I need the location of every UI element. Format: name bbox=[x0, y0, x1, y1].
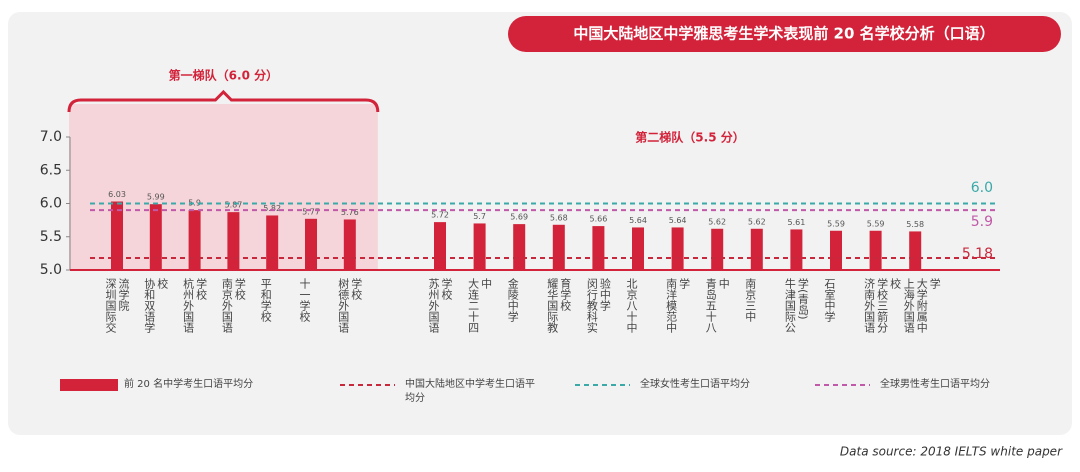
tier-label: 第一梯队（6.0 分） bbox=[169, 68, 278, 83]
value-label: 5.9 bbox=[188, 199, 201, 208]
bar bbox=[552, 224, 565, 270]
reference-label: 6.0 bbox=[971, 180, 993, 196]
reference-label: 5.9 bbox=[971, 214, 993, 230]
value-label: 5.66 bbox=[589, 215, 607, 224]
bar bbox=[671, 227, 684, 270]
x-tick-label: 协和双语学校 bbox=[142, 278, 169, 333]
y-tick-label: 7.0 bbox=[40, 129, 62, 145]
value-label: 5.62 bbox=[748, 217, 766, 226]
x-tick-label: 南京三中 bbox=[743, 278, 757, 322]
value-label: 6.03 bbox=[108, 190, 126, 199]
x-tick-label: 苏州外国语学校 bbox=[427, 278, 453, 333]
value-label: 5.68 bbox=[550, 213, 568, 222]
bar bbox=[305, 218, 317, 270]
reference-label: 5.18 bbox=[962, 246, 993, 262]
value-label: 5.64 bbox=[669, 216, 687, 225]
value-label: 5.64 bbox=[629, 216, 647, 225]
value-label: 5.87 bbox=[224, 201, 242, 210]
bar bbox=[434, 222, 446, 270]
x-tick-label: 大连二十四中 bbox=[466, 278, 493, 333]
value-label: 5.58 bbox=[906, 220, 924, 229]
x-tick-label: 闵行教科实验中学 bbox=[585, 278, 612, 333]
bar bbox=[111, 201, 123, 270]
tier-bracket bbox=[67, 89, 380, 113]
x-tick-label: 南洋模范中学 bbox=[664, 278, 691, 333]
y-tick-label: 6.5 bbox=[40, 162, 62, 178]
x-tick-label: 济南外国语学校三箭分校 bbox=[862, 278, 902, 333]
x-tick-label: 金陵中学 bbox=[506, 278, 520, 322]
value-label: 5.82 bbox=[263, 204, 281, 213]
x-tick-label: 耀华国际教育学校 bbox=[545, 278, 572, 333]
x-tick-label: 上海外国语大学附属中学 bbox=[902, 278, 942, 333]
value-label: 5.59 bbox=[867, 219, 885, 228]
legend-swatch bbox=[60, 379, 118, 391]
bar bbox=[266, 215, 279, 270]
chart-title: 中国大陆地区中学雅思考生学术表现前 20 名学校分析（口语） bbox=[573, 25, 994, 43]
bar bbox=[632, 227, 644, 270]
value-label: 5.59 bbox=[827, 219, 845, 228]
bar bbox=[188, 210, 201, 270]
y-tick-label: 6.0 bbox=[40, 196, 62, 212]
x-tick-label: 杭州外国语学校 bbox=[181, 278, 208, 333]
bar bbox=[513, 224, 526, 270]
value-label: 5.62 bbox=[708, 217, 726, 226]
bar bbox=[750, 228, 763, 270]
x-tick-label: 平和学校 bbox=[259, 278, 273, 322]
x-tick-label: 牛津国际公学(青岛) bbox=[783, 278, 810, 333]
bar bbox=[592, 226, 605, 270]
value-label: 5.77 bbox=[302, 207, 320, 216]
x-tick-label: 青岛五十八中 bbox=[704, 278, 731, 333]
bar bbox=[227, 212, 240, 270]
value-label: 5.72 bbox=[431, 211, 449, 220]
value-label: 5.99 bbox=[147, 193, 165, 202]
bar bbox=[790, 229, 803, 270]
value-label: 5.76 bbox=[341, 208, 359, 217]
bar bbox=[711, 228, 724, 270]
bar bbox=[830, 230, 842, 270]
bar bbox=[473, 223, 486, 270]
bar bbox=[149, 204, 162, 270]
title-pill bbox=[508, 16, 1061, 52]
bar bbox=[343, 219, 356, 270]
value-label: 5.7 bbox=[473, 212, 486, 221]
x-tick-label: 石室中学 bbox=[823, 278, 836, 322]
legend-label: 前 20 名中学考生口语平均分 bbox=[124, 379, 254, 390]
tier-label: 第二梯队（5.5 分） bbox=[635, 130, 744, 145]
value-label: 5.61 bbox=[787, 218, 805, 227]
value-label: 5.69 bbox=[510, 213, 528, 222]
y-tick-label: 5.5 bbox=[40, 229, 62, 245]
bar bbox=[869, 230, 882, 270]
bar bbox=[909, 231, 922, 270]
x-tick-label: 北京八十中 bbox=[625, 278, 638, 333]
x-tick-label: 南京外国语学校 bbox=[220, 278, 247, 333]
x-tick-label: 十一学校 bbox=[298, 278, 311, 322]
x-tick-label: 深圳国际交流学院 bbox=[104, 278, 130, 333]
legend-label: 中国大陆地区中学考生口语平均分 bbox=[405, 379, 535, 404]
legend-label: 全球女性考生口语平均分 bbox=[640, 379, 750, 390]
y-tick-label: 5.0 bbox=[40, 262, 62, 278]
legend-label: 全球男性考生口语平均分 bbox=[880, 379, 990, 390]
x-tick-label: 树德外国语学校 bbox=[336, 278, 363, 333]
source: Data source: 2018 IELTS white paper bbox=[840, 445, 1063, 459]
